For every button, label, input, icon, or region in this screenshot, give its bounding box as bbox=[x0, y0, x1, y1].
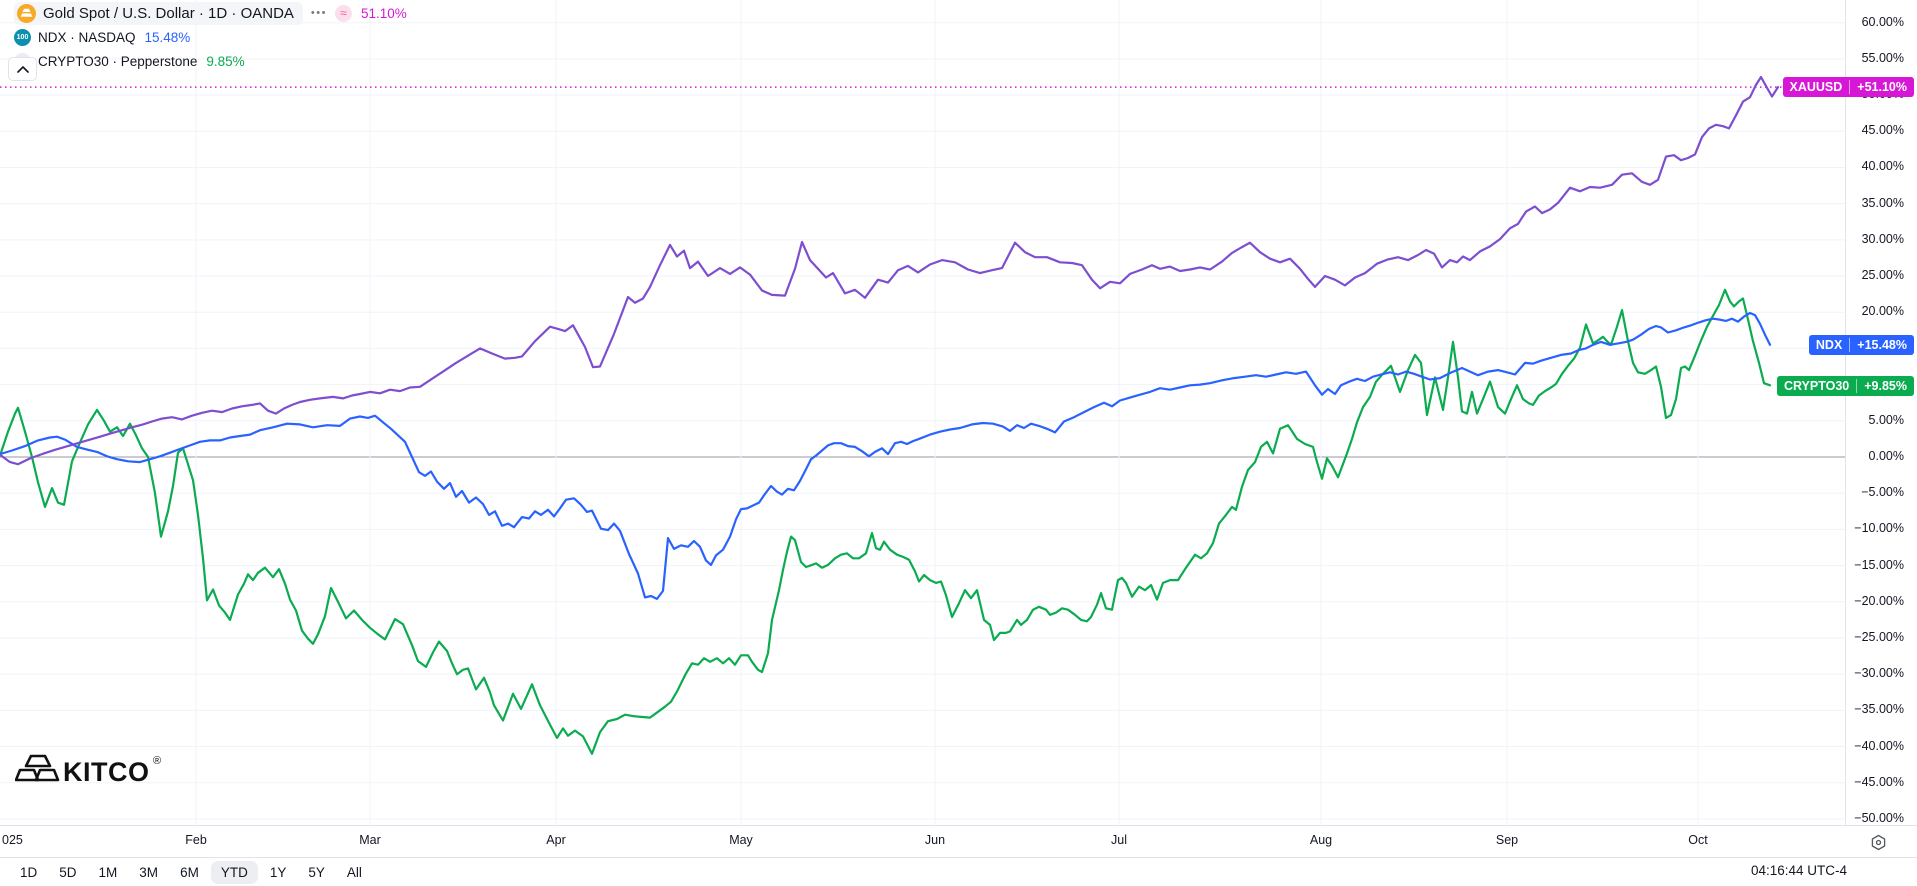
x-axis-tick: Jun bbox=[924, 833, 946, 847]
svg-text:®: ® bbox=[153, 755, 161, 767]
series-line-crypto30[interactable] bbox=[0, 288, 1772, 755]
price-badge-xauusd: XAUUSD +51.10% bbox=[1782, 77, 1914, 98]
y-axis-tick: 5.00% bbox=[1868, 412, 1904, 427]
legend: Gold Spot / U.S. Dollar · 1D · OANDA •••… bbox=[14, 1, 407, 74]
badge-value: +9.85% bbox=[1856, 378, 1914, 393]
price-badge-ndx: NDX +15.48% bbox=[1808, 334, 1914, 355]
y-axis-tick: −20.00% bbox=[1854, 593, 1904, 608]
x-axis-tick: Mar bbox=[359, 833, 381, 847]
symbol-title-pill[interactable]: Gold Spot / U.S. Dollar · 1D · OANDA bbox=[14, 1, 303, 25]
badge-value: +15.48% bbox=[1849, 337, 1914, 352]
legend-row-xauusd[interactable]: Gold Spot / U.S. Dollar · 1D · OANDA •••… bbox=[14, 1, 407, 25]
badge-symbol: XAUUSD bbox=[1789, 80, 1843, 95]
ndx-icon: 100 bbox=[14, 28, 31, 46]
bottom-toolbar: 1D 5D 1M 3M 6M YTD 1Y 5Y All 04:16:44 UTC-4 bbox=[0, 857, 1917, 886]
range-button-ytd[interactable]: YTD bbox=[210, 861, 258, 884]
kitco-wordmark: KITCO bbox=[63, 757, 150, 787]
ndx-change-value: 15.48% bbox=[144, 29, 191, 45]
y-axis-tick: −50.00% bbox=[1854, 810, 1904, 825]
time-axis[interactable]: 025 Feb Mar Apr May Jun Jul Aug Sep Oct bbox=[0, 825, 1917, 858]
range-button-5y[interactable]: 5Y bbox=[298, 861, 335, 884]
badge-symbol: CRYPTO30 bbox=[1783, 378, 1850, 393]
price-badge-crypto30: CRYPTO30 +9.85% bbox=[1776, 375, 1914, 396]
x-axis-tick: Oct bbox=[1688, 833, 1708, 847]
y-axis-tick: 40.00% bbox=[1861, 159, 1904, 174]
xauusd-change-value: 51.10% bbox=[360, 5, 407, 21]
y-axis-tick: 25.00% bbox=[1861, 268, 1904, 283]
y-axis-tick: 35.00% bbox=[1861, 195, 1904, 210]
y-axis-tick: −40.00% bbox=[1854, 738, 1904, 753]
y-axis-tick: 60.00% bbox=[1861, 14, 1904, 29]
y-axis-tick: −45.00% bbox=[1854, 774, 1904, 789]
y-axis-tick: 20.00% bbox=[1861, 304, 1904, 319]
series-line-ndx[interactable] bbox=[0, 311, 1772, 601]
range-switcher: 1D 5D 1M 3M 6M YTD 1Y 5Y All bbox=[0, 861, 372, 884]
axis-settings-gear-button[interactable] bbox=[1866, 830, 1890, 854]
y-axis-tick: −15.00% bbox=[1854, 557, 1904, 572]
y-axis-tick: −25.00% bbox=[1854, 629, 1904, 644]
x-axis-tick: Aug bbox=[1309, 833, 1333, 847]
legend-row-crypto30[interactable]: 30 CRYPTO30 · Pepperstone 9.85% bbox=[14, 50, 407, 72]
x-axis-tick: 025 bbox=[2, 833, 23, 847]
more-options-button[interactable]: ••• bbox=[310, 7, 327, 19]
series-line-xauusd[interactable] bbox=[0, 75, 1780, 466]
legend-row-ndx[interactable]: 100 NDX · NASDAQ 15.48% bbox=[14, 26, 407, 48]
range-button-1m[interactable]: 1M bbox=[89, 861, 128, 884]
approx-session-icon: ≈ bbox=[334, 4, 352, 22]
y-axis-tick: −10.00% bbox=[1854, 521, 1904, 536]
y-axis-tick: 55.00% bbox=[1861, 50, 1904, 65]
gold-coin-icon bbox=[17, 3, 36, 23]
y-axis-tick: 30.00% bbox=[1861, 231, 1904, 246]
x-axis-tick: Sep bbox=[1495, 833, 1519, 847]
x-axis-tick: Apr bbox=[546, 833, 566, 847]
clock[interactable]: 04:16:44 UTC-4 bbox=[1750, 863, 1847, 878]
collapse-legend-button[interactable] bbox=[8, 57, 37, 81]
range-button-5d[interactable]: 5D bbox=[49, 861, 86, 884]
range-button-1d[interactable]: 1D bbox=[10, 861, 47, 884]
chevron-up-icon bbox=[16, 65, 29, 73]
price-axis[interactable]: 60.00%55.00%50.00%45.00%40.00%35.00%30.0… bbox=[1845, 0, 1917, 825]
x-axis-tick: Feb bbox=[185, 833, 207, 847]
y-axis-tick: −5.00% bbox=[1861, 485, 1904, 500]
x-axis-tick: Jul bbox=[1111, 833, 1127, 847]
y-axis-tick: −35.00% bbox=[1854, 702, 1904, 717]
crypto30-title: CRYPTO30 · Pepperstone bbox=[38, 53, 198, 69]
badge-symbol: NDX bbox=[1815, 337, 1843, 352]
range-button-1y[interactable]: 1Y bbox=[260, 861, 297, 884]
range-button-6m[interactable]: 6M bbox=[170, 861, 209, 884]
range-button-3m[interactable]: 3M bbox=[129, 861, 168, 884]
kitco-logo: KITCO ® bbox=[15, 750, 185, 792]
gridlines bbox=[0, 0, 1845, 825]
crypto30-change-value: 9.85% bbox=[206, 53, 245, 69]
y-axis-tick: 0.00% bbox=[1868, 449, 1904, 463]
ndx-title: NDX · NASDAQ bbox=[38, 29, 136, 45]
y-axis-tick: −30.00% bbox=[1854, 666, 1904, 681]
y-axis-tick: 45.00% bbox=[1861, 123, 1904, 138]
range-button-all[interactable]: All bbox=[337, 861, 372, 884]
symbol-title: Gold Spot / U.S. Dollar · 1D · OANDA bbox=[43, 4, 294, 22]
badge-value: +51.10% bbox=[1849, 80, 1914, 95]
gear-icon bbox=[1871, 834, 1885, 850]
x-axis-tick: May bbox=[729, 833, 753, 847]
